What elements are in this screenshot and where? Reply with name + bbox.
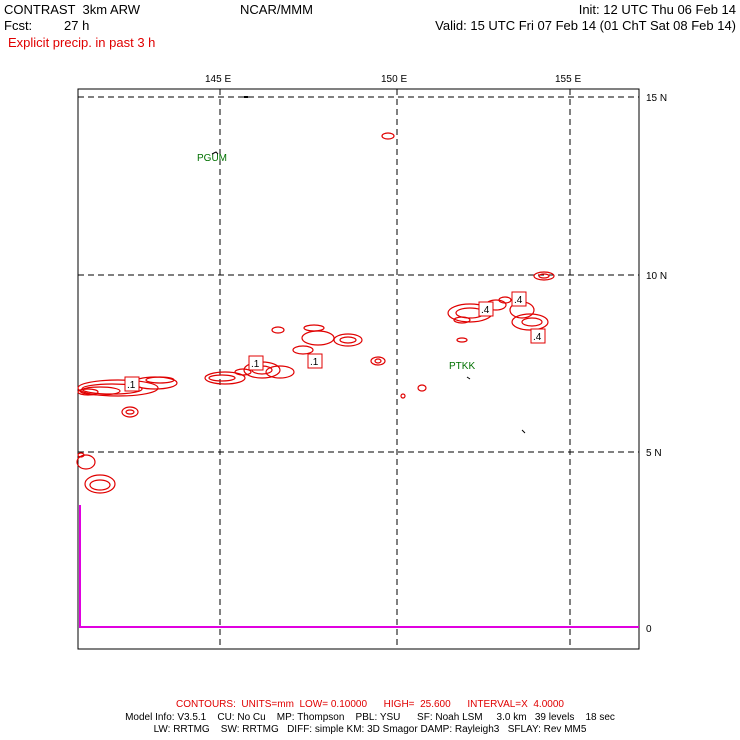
station-ptkk: PTKK	[449, 361, 475, 372]
precip-cell	[456, 271, 555, 343]
contour-label-box	[511, 291, 527, 307]
precip-cell	[370, 132, 395, 366]
lon-label-150: 150 E	[381, 74, 407, 85]
lat-label-0: 0	[646, 624, 652, 635]
contour-label-box	[307, 353, 323, 369]
model-title: CONTRAST 3km ARW	[4, 2, 141, 17]
precip-cell	[447, 299, 507, 324]
contour-label-box	[530, 328, 546, 344]
map-frame	[77, 88, 640, 650]
contour-labels: .1 .1 .1 .4 .4 .4	[124, 291, 546, 392]
lon-label-145: 145 E	[205, 74, 231, 85]
precip-cell	[121, 406, 139, 418]
forecast-hour: 27 h	[64, 18, 90, 33]
model-info-line1: Model Info: V3.5.1 CU: No Cu MP: Thompso…	[125, 712, 615, 723]
contour-label: .4	[481, 305, 490, 316]
init-time: Init: 12 UTC Thu 06 Feb 14	[578, 2, 736, 17]
precip-cell	[76, 452, 116, 494]
forecast-label: Fcst:	[4, 18, 33, 33]
lat-label-15: 15 N	[646, 93, 667, 104]
contour-label: .1	[127, 380, 136, 391]
model-info-line2: LW: RRTMG SW: RRTMG DIFF: simple KM: 3D …	[153, 724, 587, 735]
lat-label-10: 10 N	[646, 271, 667, 282]
lat-lon-grid	[78, 89, 639, 649]
center-name: NCAR/MMM	[240, 2, 313, 17]
contour-label: .1	[251, 359, 260, 370]
station-pgum: PGUM	[197, 153, 227, 164]
lon-label-155: 155 E	[555, 74, 581, 85]
field-title: Explicit precip. in past 3 h	[8, 35, 156, 50]
domain-boundary	[79, 505, 639, 628]
island-mark	[521, 429, 526, 434]
contour-label: .4	[514, 295, 523, 306]
lat-label-5: 5 N	[646, 448, 662, 459]
contour-label-box	[248, 355, 264, 371]
contour-info: CONTOURS: UNITS=mm LOW= 0.10000 HIGH= 25…	[176, 699, 564, 710]
island-mark	[466, 376, 471, 380]
contour-label-box	[478, 301, 494, 317]
precip-cell	[271, 324, 363, 355]
valid-time: Valid: 15 UTC Fri 07 Feb 14 (01 ChT Sat …	[435, 18, 736, 33]
contour-label: .1	[310, 357, 319, 368]
contour-label: .4	[533, 332, 542, 343]
precip-cell	[77, 376, 178, 397]
contour-label-box	[124, 376, 140, 392]
precip-cell	[400, 384, 427, 399]
guam-coastline	[211, 151, 219, 155]
